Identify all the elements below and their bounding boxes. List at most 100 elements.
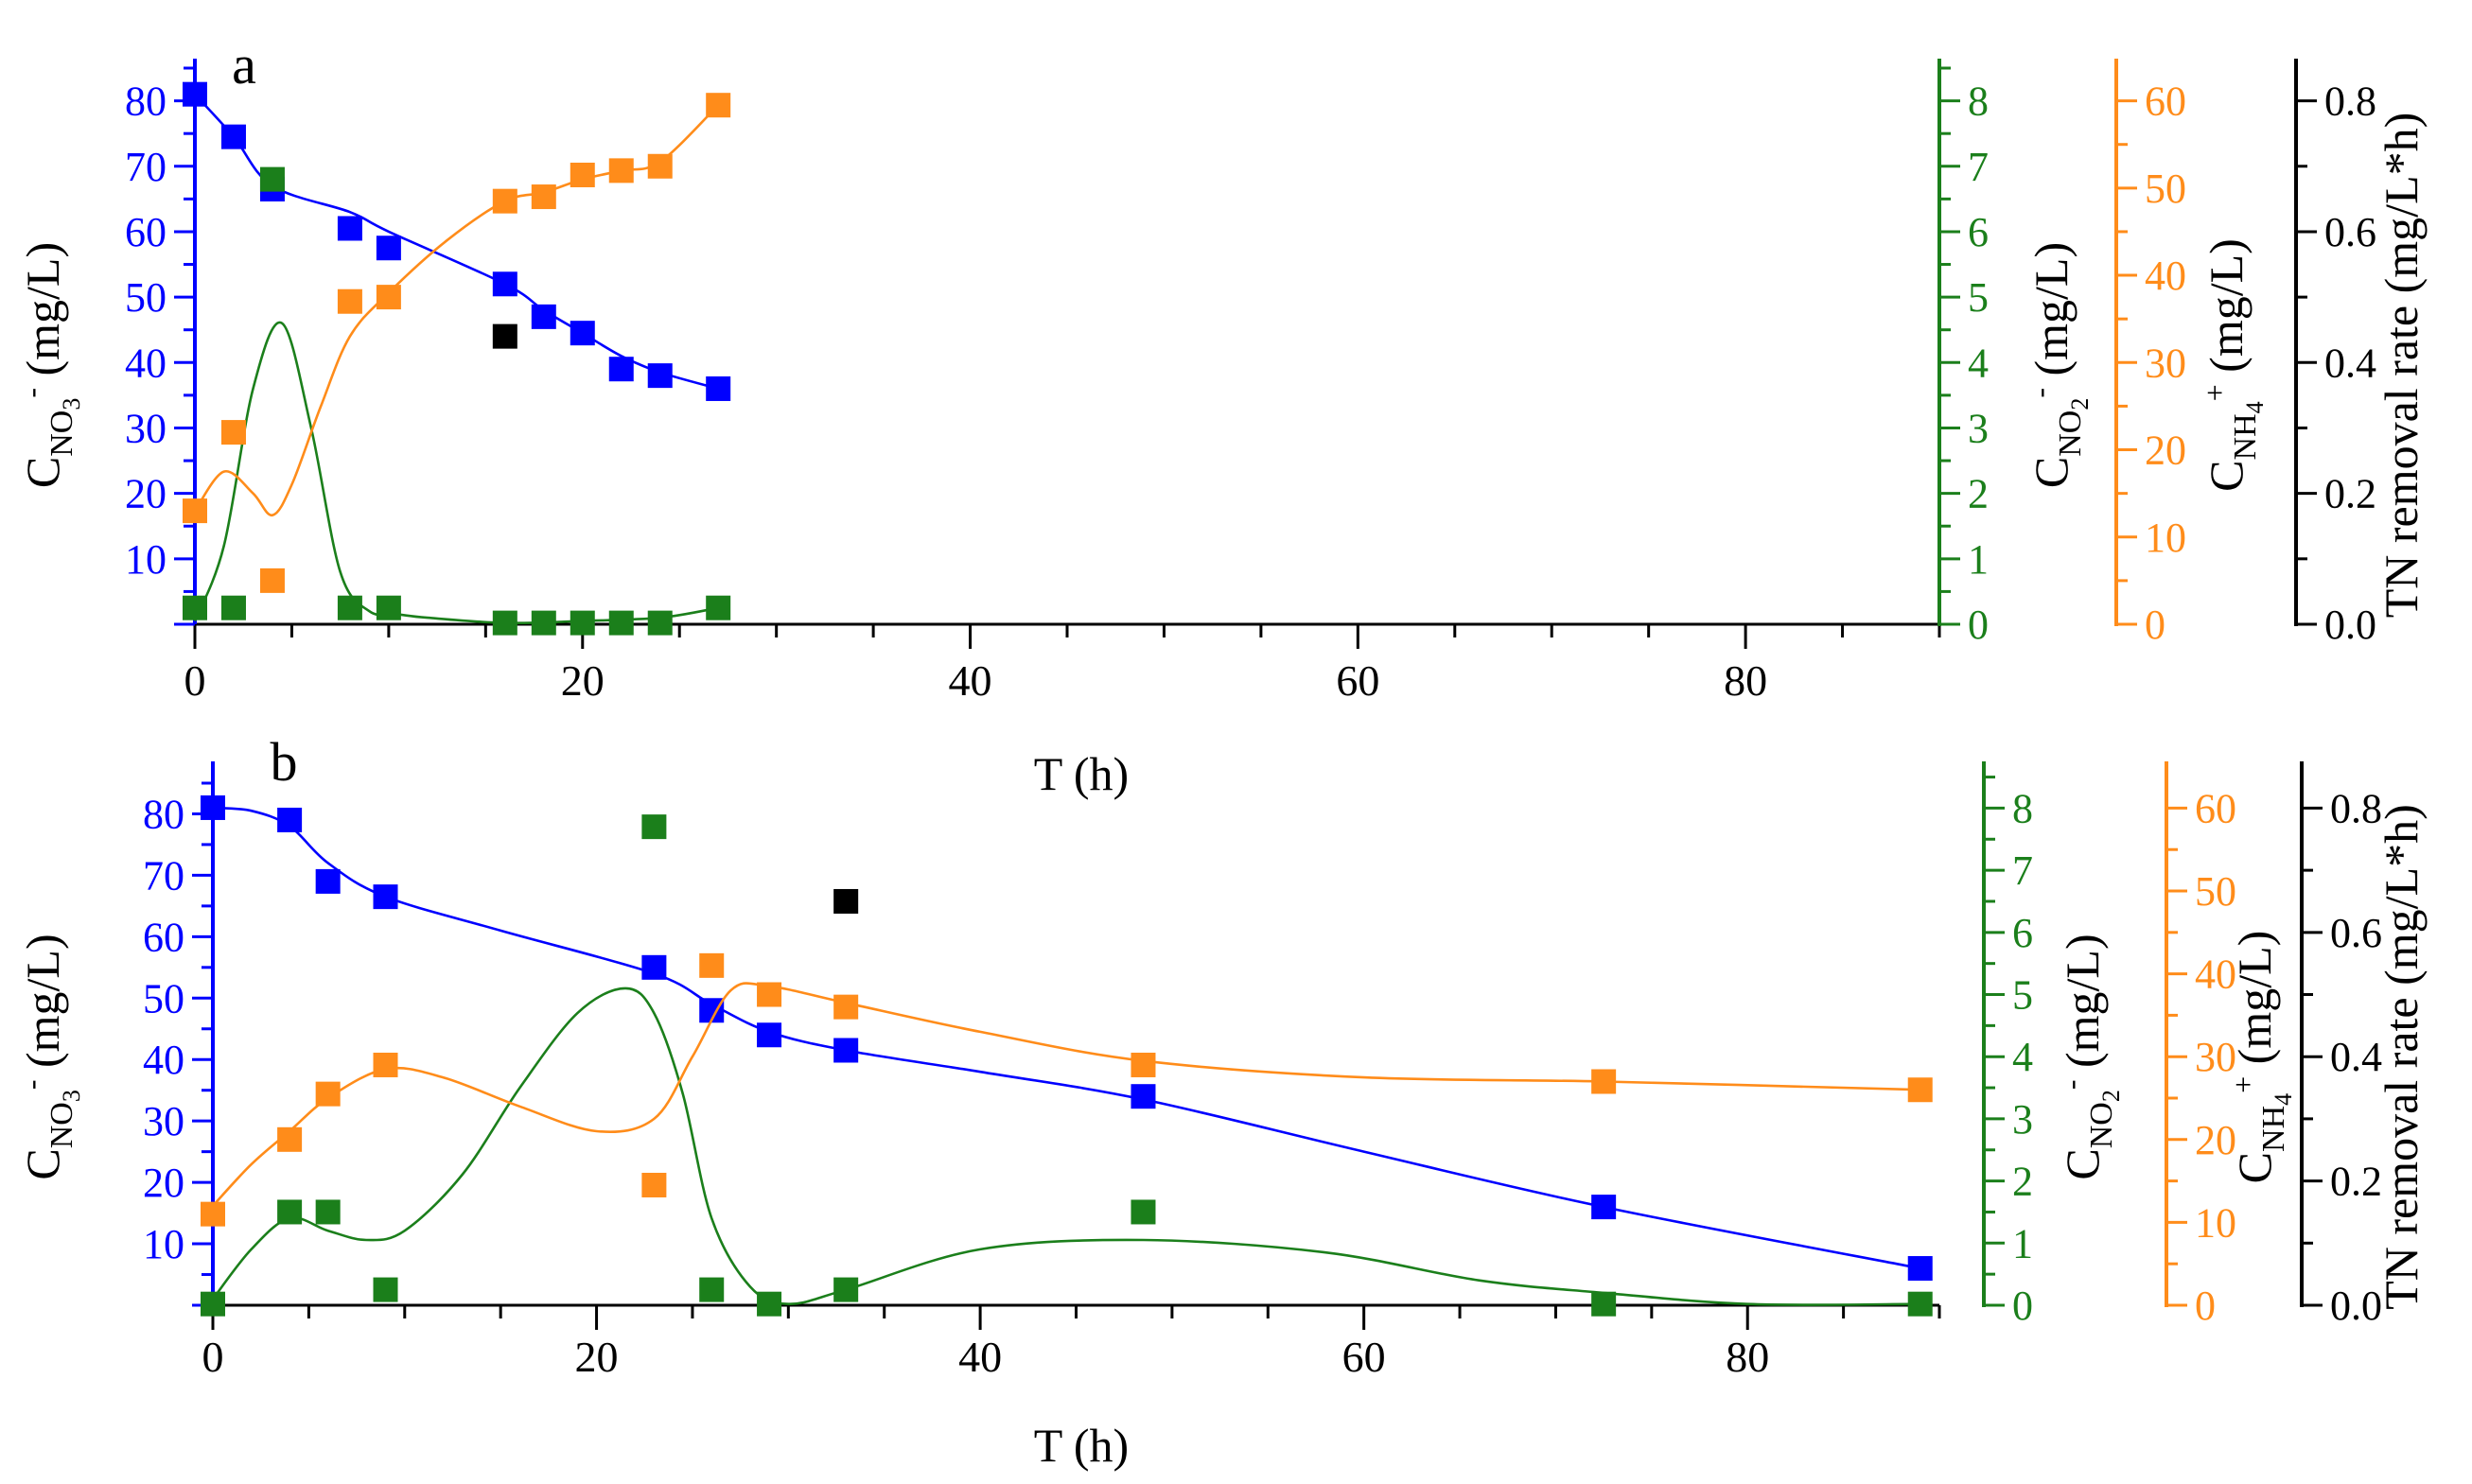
x-tick-label: 80: [1724, 656, 1767, 705]
nitrite-tick-label: 1: [1968, 536, 1989, 583]
ammonium-point: [277, 1126, 303, 1152]
ammonium-axis-label: CNH4+ (mg/L): [2198, 238, 2269, 492]
nitrite-point: [531, 610, 556, 636]
nitrate-tick-label: 80: [125, 79, 167, 125]
ammonium-point: [647, 153, 673, 179]
x-tick-label: 80: [1726, 1333, 1769, 1381]
nitrite-point: [757, 1291, 782, 1317]
nitrate-tick-label: 40: [125, 340, 167, 386]
nitrite-point: [647, 610, 673, 636]
ammonium-point: [337, 288, 362, 314]
ammonium-curve: [193, 104, 720, 516]
nitrite-point: [492, 610, 517, 636]
nitrite-point: [699, 1277, 725, 1302]
nitrite-point: [315, 1199, 341, 1225]
nitrite-axis-label: CNO2- (mg/L): [2023, 242, 2094, 488]
ammonium-tick-label: 50: [2195, 868, 2236, 915]
ammonium-tick-label: 10: [2145, 515, 2186, 561]
nitrate-point: [570, 321, 595, 346]
nitrate-point: [220, 124, 246, 149]
nitrate-series: [201, 794, 1933, 1282]
nitrite-tick-label: 0: [2012, 1283, 2033, 1329]
nitrite-point: [201, 1291, 225, 1317]
nitrite-tick-label: 2: [2012, 1159, 2033, 1205]
tn_rate-tick-label: 0.0: [2324, 602, 2376, 648]
nitrite-point: [220, 595, 246, 620]
ammonium-tick-label: 60: [2195, 785, 2236, 831]
nitrite-point: [376, 595, 401, 620]
ammonium-tick-label: 40: [2145, 253, 2186, 299]
nitrate-point: [641, 954, 667, 980]
tn_rate-axis-label: TN removal rate (mg/L*h): [2375, 804, 2428, 1310]
nitrite-point: [183, 595, 207, 620]
tn_rate-axis-title: TN removal rate (mg/L*h): [2375, 113, 2428, 619]
nitrate-tick-label: 20: [125, 471, 167, 517]
ammonium-point: [1131, 1052, 1156, 1077]
ammonium-tick-label: 30: [2145, 340, 2186, 386]
ammonium-point: [699, 952, 725, 978]
nitrite-tick-label: 3: [1968, 405, 1989, 451]
tn_rate-tick-label: 0.8: [2330, 785, 2382, 831]
nitrite-point: [706, 595, 731, 620]
nitrate-tick-label: 70: [143, 852, 184, 899]
ammonium-point: [373, 1052, 398, 1077]
x-tick-label: 20: [561, 656, 605, 705]
ammonium-tick-label: 40: [2195, 952, 2236, 998]
nitrate-tick-label: 30: [143, 1098, 184, 1144]
nitrate-tick-label: 50: [143, 975, 184, 1021]
ammonium-axis: 0 10 20 30 40 50 60 CNH4+ (mg/L): [2114, 59, 2269, 648]
x-tick-label: 20: [575, 1333, 619, 1381]
nitrite-point: [1591, 1291, 1617, 1317]
nitrite-tick-label: 2: [1968, 471, 1989, 517]
ammonium-point: [833, 994, 859, 1020]
nitrite-axis: 0 1 2 3 4 5 6 7 8 CNO2- (mg/L): [1982, 761, 2125, 1329]
ammonium-point: [376, 285, 401, 310]
ammonium-tick-label: 0: [2195, 1283, 2216, 1329]
nitrate-point: [373, 884, 398, 910]
ammonium-tick-label: 0: [2145, 602, 2165, 648]
nitrate-tick-label: 30: [125, 405, 167, 451]
nitrite-tick-label: 5: [1968, 274, 1989, 321]
ammonium-axis: 0 10 20 30 40 50 60 CNH4+ (mg/L): [2165, 761, 2297, 1329]
nitrate-curve: [212, 806, 1920, 1270]
x-tick-label: 0: [184, 656, 206, 705]
nitrite-axis-label: CNO2- (mg/L): [2054, 934, 2125, 1179]
tn_rate-point: [833, 888, 859, 914]
nitrite-point: [1907, 1291, 1933, 1317]
nitrate-tick-label: 20: [143, 1160, 184, 1206]
nitrate-point: [277, 807, 303, 832]
panel-label: a: [232, 34, 256, 96]
nitrate-point: [647, 363, 673, 389]
ammonium-tick-label: 20: [2145, 428, 2186, 474]
ammonium-curve: [212, 982, 1920, 1207]
tn_rate-axis-title: TN removal rate (mg/L*h): [2375, 804, 2428, 1310]
nitrate-axis-title: CNO3- (mg/L): [14, 242, 85, 488]
nitrite-tick-label: 6: [2012, 910, 2033, 956]
nitrate-point: [201, 794, 225, 820]
nitrite-tick-label: 0: [1968, 602, 1989, 648]
nitrite-point: [570, 610, 595, 636]
ammonium-point: [183, 498, 207, 524]
nitrate-point: [608, 357, 634, 382]
ammonium-tick-label: 50: [2145, 166, 2186, 212]
nitrite-tick-label: 8: [1968, 79, 1989, 125]
nitrite-tick-label: 4: [1968, 340, 1989, 386]
x-tick-label: 0: [202, 1333, 224, 1381]
nitrate-tick-label: 10: [125, 536, 167, 583]
nitrate-tick-label: 60: [125, 209, 167, 255]
tn_rate-axis: 0.0 0.2 0.4 0.6 0.8TN removal rate (mg/L*h): [2294, 59, 2428, 648]
ammonium-point: [706, 93, 731, 118]
x-tick-label: 40: [958, 1333, 1002, 1381]
nitrate-curve: [194, 93, 719, 391]
nitrite-tick-label: 7: [1968, 144, 1989, 190]
ammonium-point: [220, 420, 246, 445]
nitrate-axis-label: CNO3- (mg/L): [14, 934, 85, 1179]
nitrate-point: [1591, 1195, 1617, 1220]
nitrite-axis-title: CNO2- (mg/L): [2023, 242, 2094, 488]
nitrate-axis: 10 20 30 40 50 60 70 80 CNO3- (mg/L): [14, 761, 215, 1307]
tn_rate-tick-label: 0.0: [2330, 1283, 2382, 1329]
nitrate-point: [1131, 1084, 1156, 1109]
